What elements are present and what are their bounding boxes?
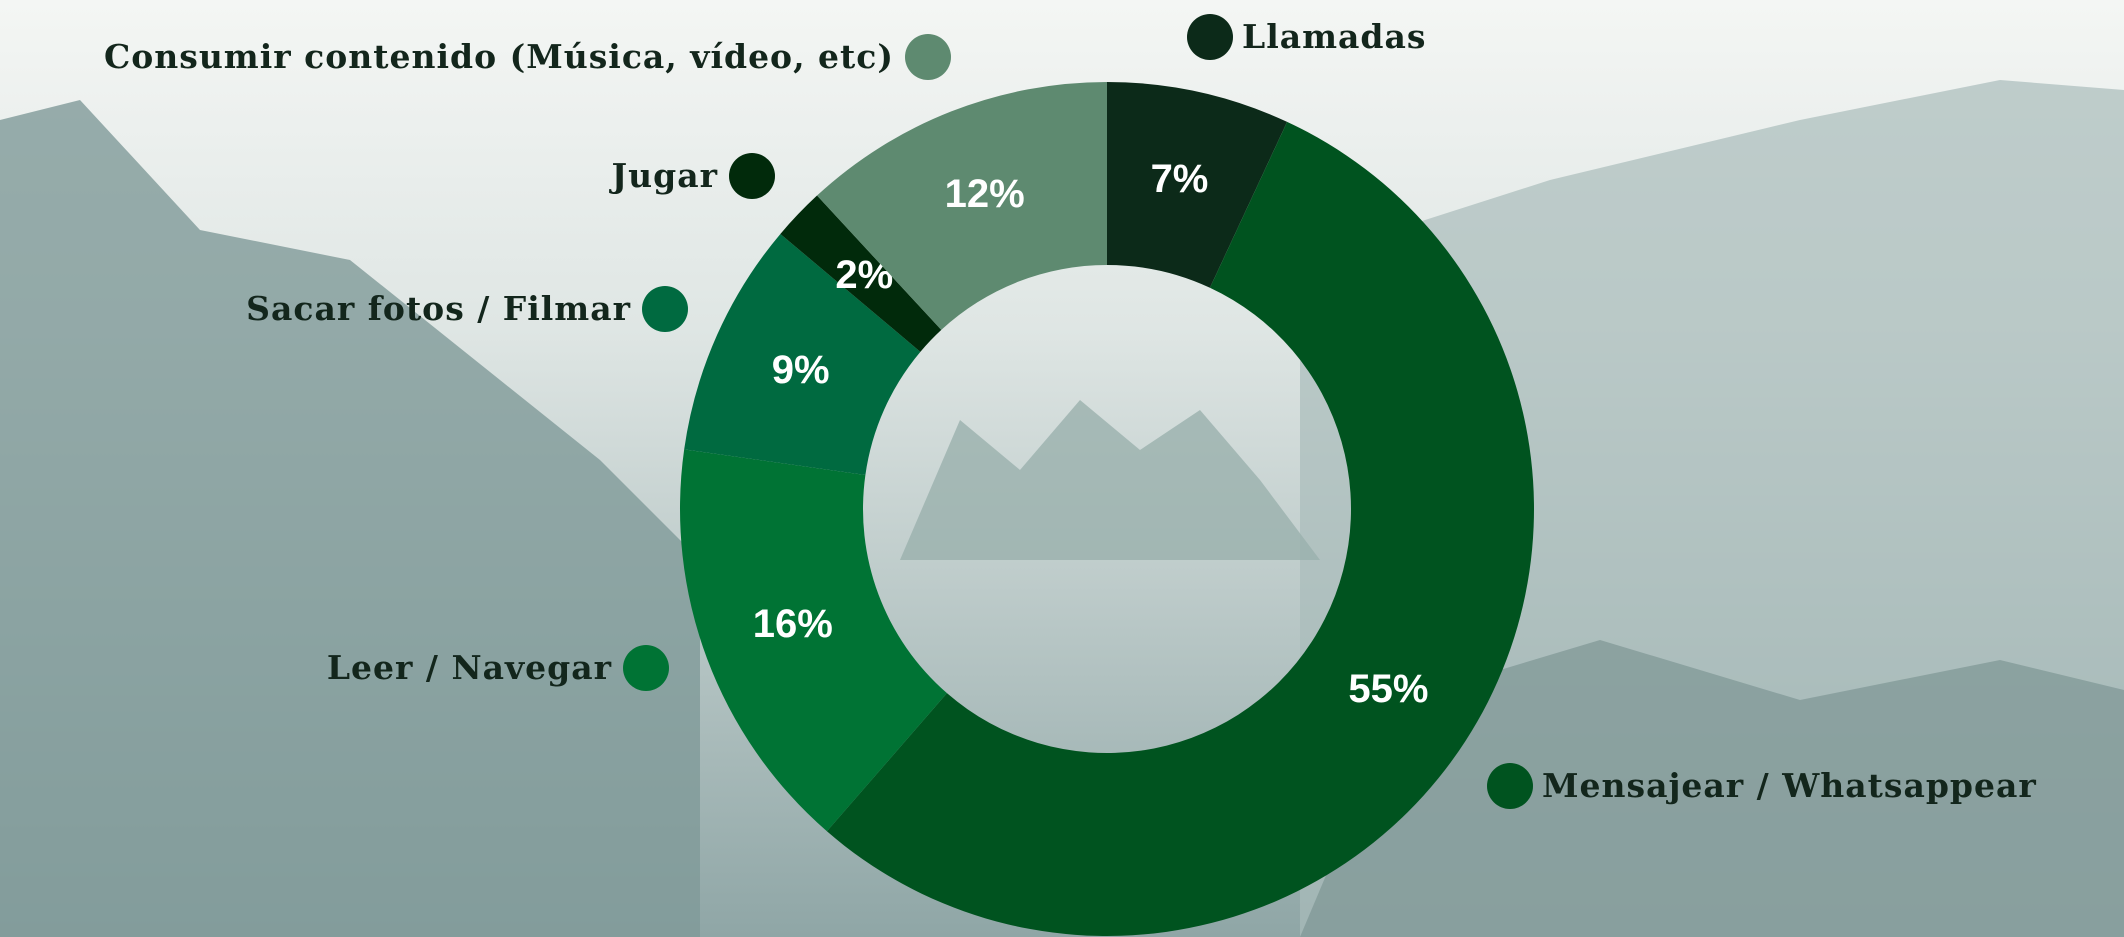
legend-marker bbox=[1487, 763, 1533, 809]
forest bbox=[1300, 640, 2124, 937]
legend-label: Sacar fotos / Filmar bbox=[246, 289, 631, 328]
value-label: 16% bbox=[753, 602, 833, 646]
legend-marker bbox=[642, 286, 688, 332]
legend-label: Llamadas bbox=[1242, 17, 1426, 56]
legend-marker bbox=[1187, 14, 1233, 60]
donut-segment bbox=[826, 121, 1534, 937]
donut-segment bbox=[1107, 82, 1288, 288]
value-label: 55% bbox=[1348, 667, 1428, 711]
donut-segment bbox=[780, 195, 942, 352]
value-label: 7% bbox=[1151, 157, 1209, 201]
trees bbox=[900, 400, 1320, 560]
donut: 7% Llamadas 55% Mensajear / Whatsappear 16% L… bbox=[104, 14, 2037, 937]
legend-label: Mensajear / Whatsappear bbox=[1542, 766, 2037, 805]
legend-label: Leer / Navegar bbox=[327, 648, 612, 687]
donut-segment bbox=[684, 233, 921, 475]
legend-label: Consumir contenido (Música, vídeo, etc) bbox=[104, 37, 894, 76]
donut-segment bbox=[817, 82, 1107, 330]
legend-marker bbox=[623, 645, 669, 691]
value-label: 9% bbox=[772, 348, 830, 392]
legend-label: Jugar bbox=[609, 156, 718, 195]
legend-marker bbox=[729, 153, 775, 199]
forest bbox=[0, 100, 700, 937]
donut-segment bbox=[680, 449, 947, 832]
legend-marker bbox=[905, 34, 951, 80]
value-label: 12% bbox=[945, 172, 1025, 216]
